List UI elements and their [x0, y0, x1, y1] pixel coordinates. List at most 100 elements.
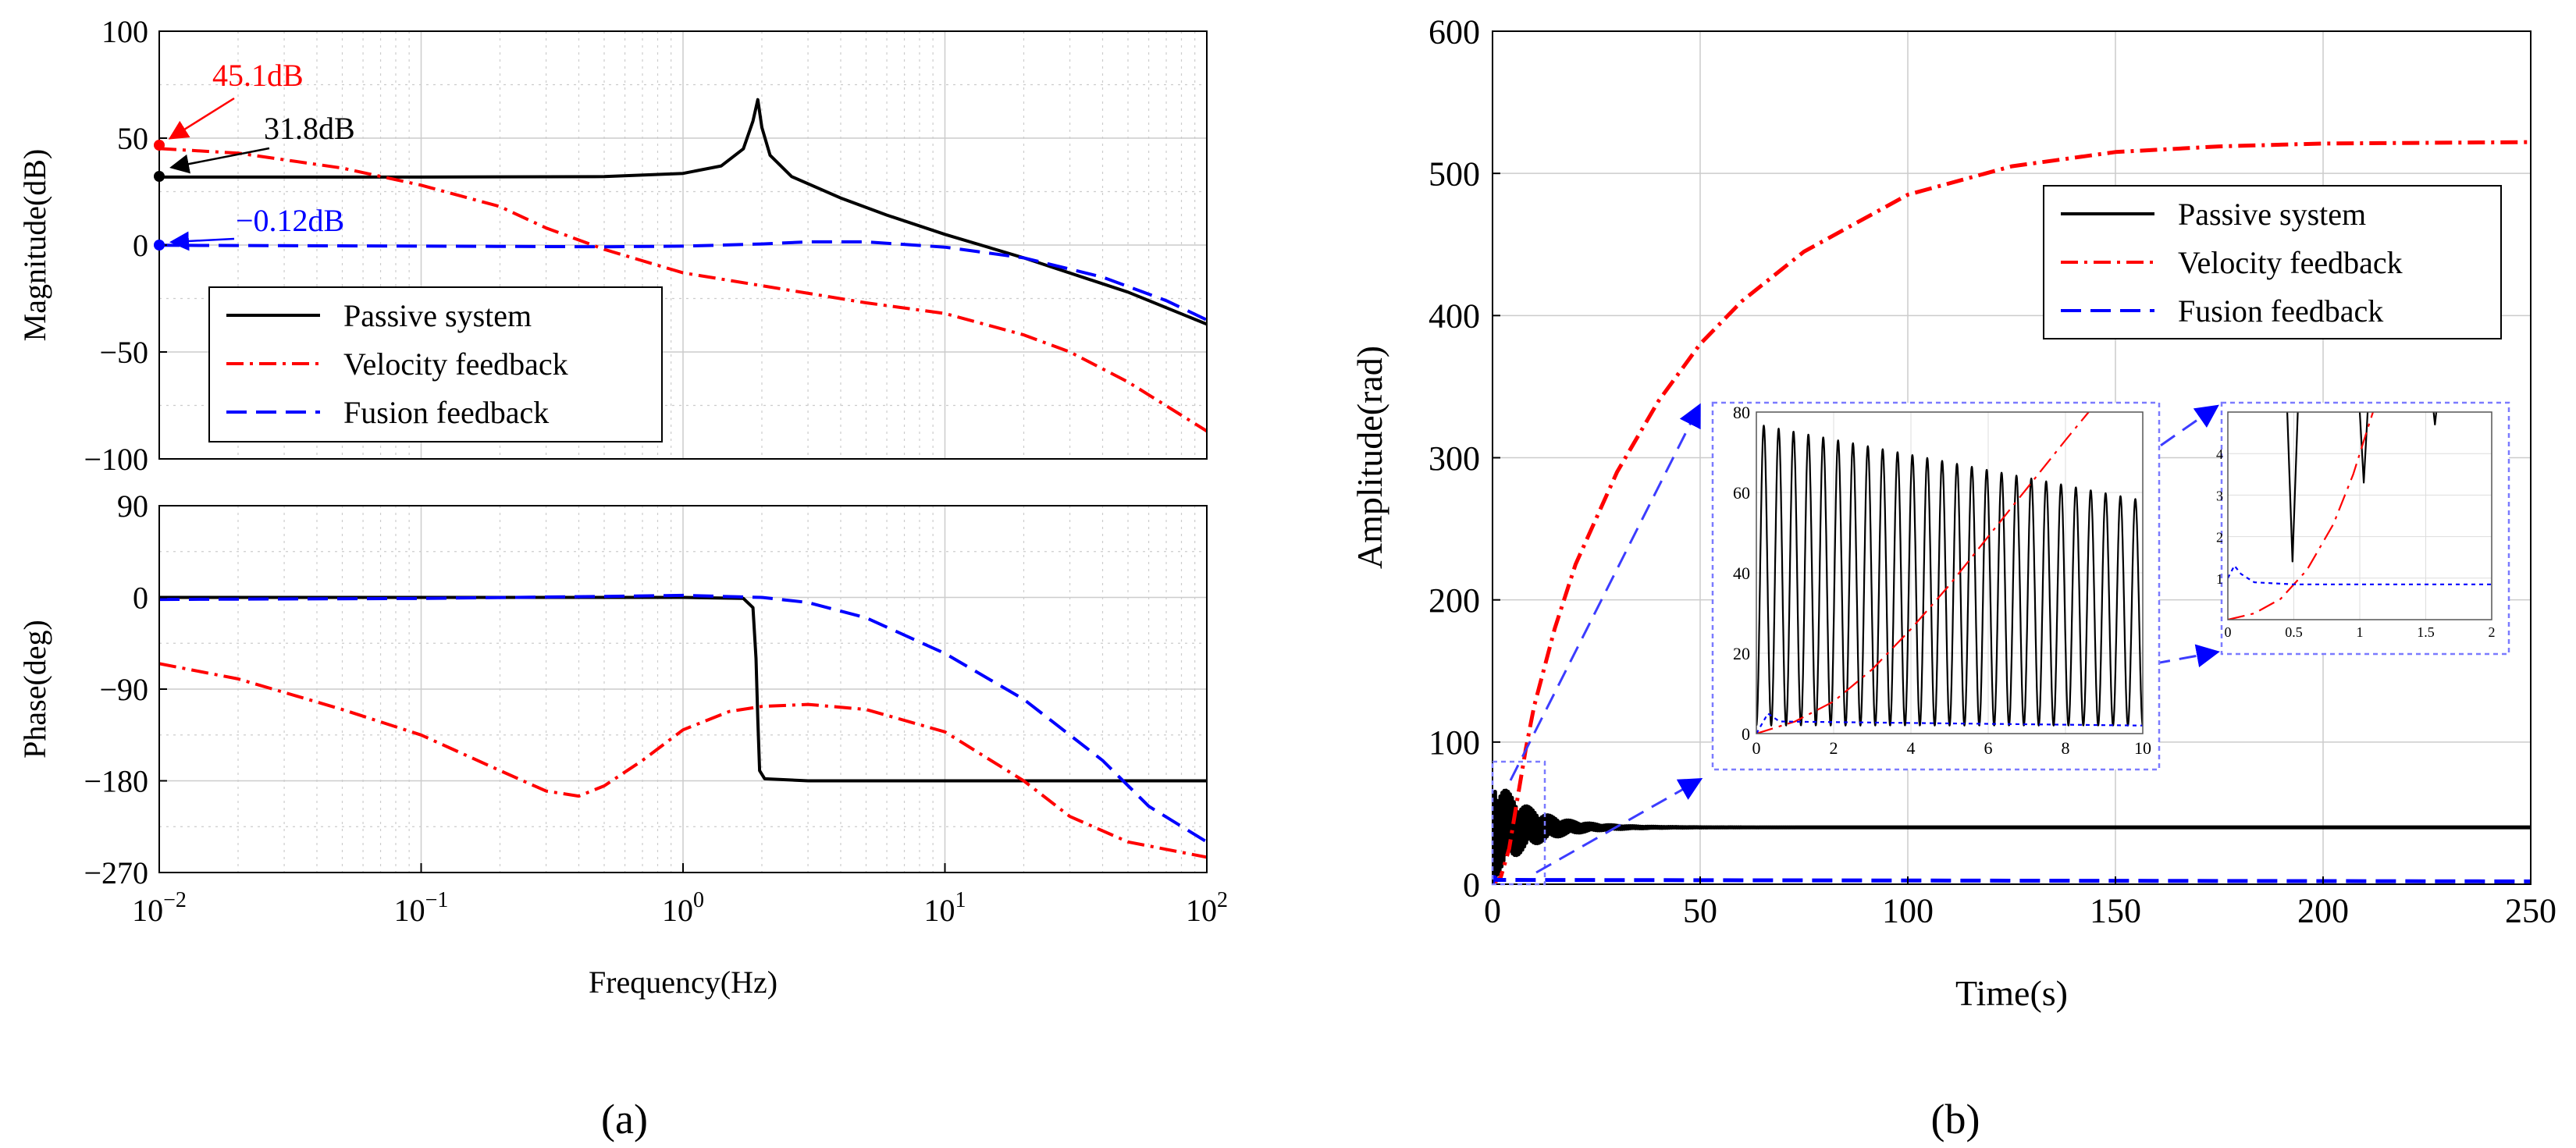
phase-y-label: Phase(deg) [17, 620, 52, 759]
magnitude-y-tick-label: 0 [133, 228, 148, 263]
inset-2-series [2228, 412, 2492, 620]
zoom-arrow-1b [1535, 778, 1703, 874]
phase-y-tick-label: −180 [84, 764, 148, 799]
phase-line-fusion [159, 593, 1207, 844]
legend-label-passive: Passive system [343, 298, 532, 333]
phase-plot: −270 −180 −90 0 90 10−2 10−1 100 101 102 Phase(d… [17, 489, 1228, 1000]
magnitude-y-tick-label: −100 [84, 442, 148, 477]
inset-2-ticks: 1 2 3 4 0 0.5 1 1.5 2 [2216, 446, 2496, 640]
time-legend: Passive system Velocity feedback Fusion … [2043, 185, 2502, 339]
time-line-passive [1493, 788, 2531, 884]
time-y-tick-label: 300 [1429, 439, 1480, 478]
inset-2-y-tick-label: 1 [2216, 571, 2223, 587]
zoom-source-box [1491, 760, 1546, 886]
magnitude-legend: Passive system Velocity feedback Fusion … [208, 286, 663, 442]
magnitude-y-tick-label: 50 [117, 121, 148, 156]
phase-x-tick-label: 101 [924, 888, 966, 928]
inset-1-x-tick-label: 4 [1907, 738, 1916, 758]
phase-y-tick-label: 0 [133, 581, 148, 616]
inset-2-x-tick-label: 0.5 [2285, 624, 2303, 640]
inset-1-line-passive [1756, 425, 2143, 727]
legend-label-fusion: Fusion feedback [2178, 293, 2383, 329]
time-x-label: Time(s) [1955, 973, 2068, 1013]
inset-1-axes [1756, 411, 2144, 734]
time-y-ticks: 0 100 200 300 400 500 600 [1429, 12, 1500, 904]
inset-1-x-tick-label: 0 [1752, 738, 1761, 758]
annotation-neg012db: −0.12dB [236, 203, 344, 238]
annotation-31db: 31.8dB [264, 111, 355, 146]
inset-2-x-tick-label: 1 [2357, 624, 2364, 640]
annotation-point-passive [154, 171, 165, 182]
magnitude-y-label: Magnitude(dB) [17, 149, 52, 342]
inset-1-y-tick-label: 80 [1733, 403, 1750, 422]
magnitude-y-ticks: −100 −50 0 50 100 [84, 14, 167, 477]
caption-b: (b) [1931, 1096, 1980, 1143]
inset-2-y-tick-label: 2 [2216, 530, 2223, 546]
phase-x-tick-label: 10−1 [394, 888, 449, 928]
phase-y-tick-label: −270 [84, 855, 148, 890]
inset-1-x-tick-label: 8 [2062, 738, 2070, 758]
inset-1-y-tick-label: 0 [1742, 724, 1750, 744]
magnitude-y-tick-label: 100 [101, 14, 148, 49]
time-x-tick-label: 200 [2297, 891, 2349, 929]
magnitude-series [159, 98, 1207, 433]
legend-label-fusion: Fusion feedback [343, 395, 549, 430]
inset-1-y-tick-label: 20 [1733, 644, 1750, 663]
inset-1-ticks: 0 20 40 60 80 0 2 4 6 8 10 [1733, 403, 2151, 758]
phase-y-tick-label: 90 [117, 489, 148, 524]
phase-y-ticks: −270 −180 −90 0 90 [84, 489, 167, 890]
time-y-tick-label: 600 [1429, 12, 1480, 51]
annotation-point-fusion [154, 240, 165, 251]
time-y-tick-label: 100 [1429, 723, 1480, 762]
time-y-tick-label: 400 [1429, 297, 1480, 336]
legend-label-velocity: Velocity feedback [2178, 245, 2403, 280]
phase-x-ticks: 10−2 10−1 100 101 102 [132, 863, 1228, 928]
annotation-point-velocity [154, 140, 165, 151]
inset-2-y-tick-label: 3 [2216, 488, 2223, 503]
phase-x-tick-label: 10−2 [132, 888, 187, 928]
inset-1-series [1756, 412, 2143, 734]
time-line-velocity [1493, 140, 2531, 884]
phase-y-tick-label: −90 [99, 672, 148, 707]
time-line-fusion [1493, 875, 2531, 884]
magnitude-plot: −100 −50 0 50 100 Magnitude(dB) 45.1dB 31.8d… [17, 14, 1208, 477]
inset-2-line-velocity [2228, 412, 2374, 620]
time-x-tick-label: 150 [2090, 891, 2141, 929]
time-x-tick-label: 50 [1683, 891, 1717, 929]
caption-a: (a) [601, 1096, 648, 1143]
time-x-tick-label: 250 [2505, 891, 2556, 929]
time-series [1493, 140, 2531, 884]
time-x-tick-label: 0 [1484, 891, 1501, 929]
phase-x-tick-label: 100 [662, 888, 704, 928]
inset-2: 1 2 3 4 0 0.5 1 1.5 2 [2216, 401, 2510, 656]
legend-label-passive: Passive system [2178, 197, 2366, 232]
legend-label-velocity: Velocity feedback [343, 347, 568, 382]
inset-2-axes [2227, 411, 2492, 620]
time-y-tick-label: 0 [1463, 865, 1480, 904]
inset-1-x-tick-label: 2 [1830, 738, 1838, 758]
inset-1-x-tick-label: 10 [2134, 738, 2151, 758]
magnitude-line-fusion [159, 240, 1207, 322]
inset-2-line-fusion [2228, 564, 2492, 585]
inset-2-x-tick-label: 1.5 [2417, 624, 2435, 640]
annotation-arrow-45db [168, 97, 235, 140]
inset-1-line-fusion [1756, 713, 2143, 734]
inset-1-line-velocity [1756, 412, 2090, 734]
frequency-x-label: Frequency(Hz) [589, 965, 777, 1000]
inset-2-x-tick-label: 0 [2225, 624, 2232, 640]
phase-series [159, 593, 1207, 859]
time-y-tick-label: 200 [1429, 581, 1480, 620]
inset-1-y-tick-label: 60 [1733, 483, 1750, 503]
time-y-tick-label: 500 [1429, 155, 1480, 194]
inset-1-y-tick-label: 40 [1733, 563, 1750, 583]
phase-line-passive [159, 595, 1207, 783]
magnitude-annotations: 45.1dB 31.8dB −0.12dB [154, 58, 355, 251]
amplitude-y-label: Amplitude(rad) [1350, 346, 1389, 569]
phase-x-tick-label: 102 [1186, 888, 1228, 928]
phase-line-velocity [159, 662, 1207, 859]
annotation-arrow-neg012db [169, 231, 235, 251]
inset-2-y-tick-label: 4 [2216, 446, 2223, 462]
phase-grid [158, 505, 1208, 873]
